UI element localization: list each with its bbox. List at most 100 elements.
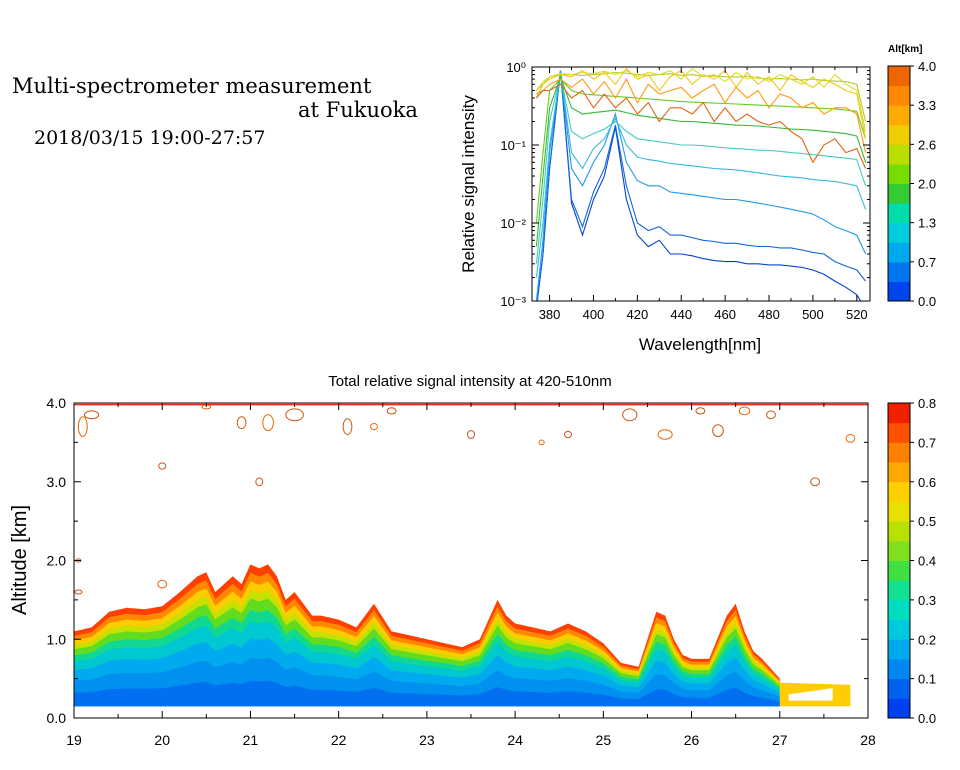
intensity-colorbar-label: 0.6 [918,475,936,490]
altitude-colorbar-label: 4.0 [918,59,936,74]
altitude-colorbar-swatch [888,242,910,263]
spectrum-x-tick-label: 380 [539,307,561,322]
heatmap-x-ticks: 19 20 21 22 23 24 25 26 27 28 [66,403,876,748]
intensity-colorbar-swatch [888,678,910,699]
time-height-chart: Total relative signal intensity at 420-5… [9,373,936,748]
spectrum-series-line-5 [535,75,867,247]
intensity-colorbar-label: 0.3 [918,593,936,608]
heatmap-field [74,564,851,707]
heatmap-x-tick-label: 24 [507,732,523,748]
altitude-colorbar-swatch [888,281,910,302]
upper-cloud-patch [74,589,83,595]
upper-cloud-patch [657,429,673,440]
altitude-colorbar-label: 3.3 [918,98,936,113]
upper-cloud-patch [538,439,545,446]
altitude-colorbar-label: 2.0 [918,177,936,192]
heatmap-y-axis-label: Altitude [km] [9,505,31,615]
upper-cloud-patch [467,430,475,439]
upper-cloud-patch [370,423,378,431]
spectrum-x-tick-label: 500 [802,307,824,322]
spectrum-series-line-7 [535,71,867,122]
heatmap-x-tick-label: 21 [243,732,259,748]
heatmap-x-tick-label: 27 [772,732,788,748]
spectrum-series-line-1 [536,70,867,301]
heatmap-x-tick-label: 19 [66,732,82,748]
upper-cloud-patch [622,408,638,422]
altitude-colorbar-swatch [888,124,910,145]
intensity-colorbar-swatch [888,540,910,561]
heatmap-x-tick-label: 20 [154,732,170,748]
heatmap-y-ticks: 0.0 1.0 2.0 3.0 4.0 [47,395,868,726]
altitude-colorbar-swatch [888,163,910,184]
spectrum-y-ticks: 10⁻³ 10⁻² 10⁻¹ 10⁰ [500,60,870,309]
intensity-colorbar-swatch [888,501,910,522]
intensity-colorbar-label: 0.5 [918,514,936,529]
intensity-colorbar-swatch [888,481,910,502]
intensity-colorbar-swatch [888,698,910,719]
altitude-colorbar-title: Alt[km] [888,44,922,55]
upper-cloud-patch [766,410,776,420]
altitude-colorbar-swatch [888,105,910,126]
heatmap-x-tick-label: 23 [419,732,435,748]
intensity-colorbar-label: 0.8 [918,396,936,411]
heatmap-x-tick-label: 25 [596,732,612,748]
heatmap-y-tick-label: 2.0 [47,553,67,569]
upper-cloud-patch [712,424,724,438]
spectrum-chart: 380 400 420 440 460 480 500 520 10⁻³ 10⁻² 10⁻¹ 10⁰… [459,44,936,354]
altitude-colorbar-label: 1.3 [918,216,936,231]
heatmap-y-tick-label: 1.0 [47,631,67,647]
intensity-colorbar-swatch [888,462,910,483]
intensity-colorbar-swatch [888,580,910,601]
altitude-colorbar-label: 2.6 [918,137,936,152]
spectrum-series-line-4 [535,74,867,264]
spectrum-series-line-0 [536,70,862,301]
spectrum-x-axis-label: Wavelength[nm] [639,335,761,354]
upper-cloud-patch [77,416,88,437]
upper-cloud-patch [84,410,100,420]
altitude-colorbar-swatch [888,85,910,106]
upper-cloud-patch [810,477,820,487]
spectrum-series-group [535,67,867,301]
spectrum-x-tick-label: 400 [583,307,605,322]
altitude-colorbar-swatch [888,222,910,243]
upper-cloud-patch [845,434,856,443]
intensity-colorbar: 0.0 0.1 0.2 0.3 0.4 0.5 0.6 0.7 0.8 [887,396,936,726]
spectrum-y-tick-label: 10⁻³ [500,294,526,309]
figure-title-line2: at Fukuoka [298,98,418,122]
intensity-colorbar-label: 0.0 [918,711,936,726]
intensity-colorbar-swatch [888,442,910,463]
spectrum-y-tick-label: 10⁻² [500,216,526,231]
altitude-colorbar-label: 0.7 [918,255,936,270]
altitude-colorbar: 0.0 0.7 1.3 2.0 2.6 3.3 4.0 [887,59,936,309]
spectrum-series-line-3 [535,72,867,278]
upper-cloud-patch [262,414,274,432]
spectrum-x-tick-label: 440 [670,307,692,322]
upper-cloud-patch [255,477,264,487]
heatmap-y-tick-label: 0.0 [47,710,67,726]
intensity-colorbar-label: 0.2 [918,632,936,647]
upper-cloud-patch [386,407,397,415]
intensity-colorbar-swatch [888,619,910,640]
intensity-colorbar-label: 0.1 [918,672,936,687]
altitude-colorbar-swatch [888,66,910,87]
heatmap-y-tick-label: 3.0 [47,474,67,490]
upper-cloud-patch [236,416,247,430]
intensity-colorbar-swatch [888,422,910,443]
spectrum-y-tick-label: 10⁻¹ [500,138,526,153]
spectrum-y-tick-label: 10⁰ [506,60,526,75]
altitude-colorbar-swatch [888,183,910,204]
spectrum-series-line-10 [536,77,867,153]
intensity-colorbar-label: 0.7 [918,435,936,450]
altitude-colorbar-swatch [888,203,910,224]
spectrum-series-line-11 [535,83,867,169]
altitude-colorbar-swatch [888,144,910,165]
upper-cloud-patch [738,406,751,416]
intensity-colorbar-swatch [888,658,910,680]
intensity-colorbar-swatch [888,599,910,621]
heatmap-x-tick-label: 22 [331,732,347,748]
spectrum-x-tick-label: 520 [846,307,868,322]
heatmap-band-9 [74,680,780,707]
upper-cloud-patch [157,579,168,589]
altitude-colorbar-label: 0.0 [918,294,936,309]
